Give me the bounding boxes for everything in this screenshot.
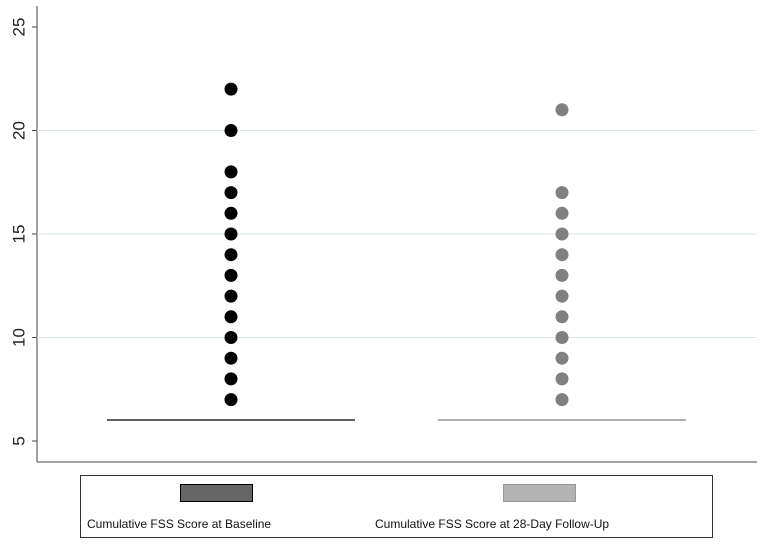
data-point	[555, 268, 569, 282]
data-point	[555, 289, 569, 303]
data-point	[555, 310, 569, 324]
data-point	[224, 372, 238, 386]
legend-swatch-follow-up	[503, 484, 576, 502]
data-point	[555, 248, 569, 262]
data-point	[555, 331, 569, 344]
chart: 5 10 15 20 25	[9, 6, 757, 463]
data-point	[224, 331, 238, 344]
data-point	[555, 227, 569, 241]
y-tick-label-10: 10	[9, 328, 28, 347]
data-point	[224, 268, 238, 282]
data-point	[224, 289, 238, 303]
legend-label-baseline: Cumulative FSS Score at Baseline	[87, 517, 272, 531]
y-tick-label-15: 15	[9, 225, 28, 244]
data-point	[555, 372, 569, 386]
data-point	[224, 186, 238, 200]
legend-label-follow-up: Cumulative FSS Score at 28-Day Follow-Up	[375, 517, 610, 531]
y-tick-label-5: 5	[9, 436, 28, 445]
data-point	[224, 310, 238, 324]
data-point	[224, 227, 238, 241]
data-point	[224, 124, 238, 137]
data-point	[555, 351, 569, 365]
y-tick-label-25: 25	[9, 18, 28, 37]
y-tick-label-20: 20	[9, 121, 28, 140]
data-point	[555, 186, 569, 200]
data-point	[224, 393, 238, 407]
legend: Cumulative FSS Score at Baseline Cumulat…	[80, 475, 713, 538]
data-point	[555, 206, 569, 220]
data-point	[224, 206, 238, 220]
data-point	[224, 82, 238, 96]
legend-swatch-baseline	[180, 484, 253, 502]
data-point	[224, 351, 238, 365]
data-point	[555, 103, 569, 117]
data-point	[224, 165, 238, 179]
data-point	[555, 393, 569, 407]
data-point	[224, 248, 238, 262]
